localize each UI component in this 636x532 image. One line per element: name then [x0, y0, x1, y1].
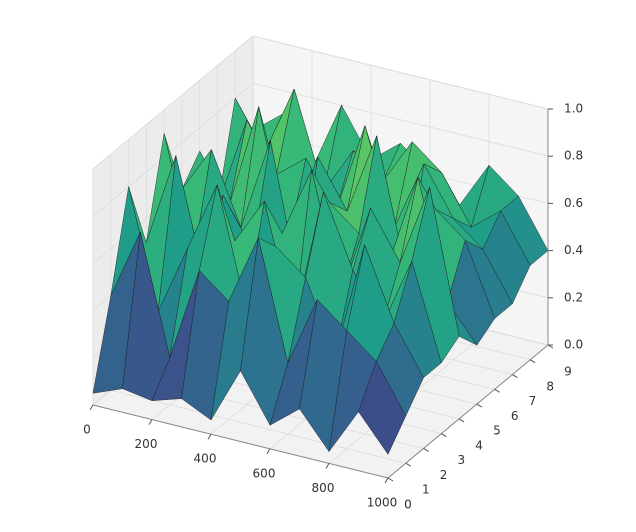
x-tick-label: 600 — [253, 466, 276, 480]
y-tick — [529, 359, 536, 364]
grid-line — [110, 389, 406, 464]
surface-patch — [358, 361, 406, 455]
y-tick — [512, 374, 518, 378]
z-tick-label: 0.8 — [564, 149, 583, 163]
y-tick-label: 9 — [564, 365, 572, 379]
z-tick-label: 0.2 — [564, 290, 583, 304]
z-tick-label: 0.0 — [564, 338, 583, 352]
x-tick-label: 800 — [312, 481, 335, 495]
x-tick-label: 0 — [83, 423, 91, 437]
grid-line — [92, 82, 254, 217]
grid-line — [252, 82, 549, 157]
z-tick-label: 1.0 — [564, 102, 583, 116]
y-tick-label: 6 — [511, 409, 519, 423]
y-tick-label: 4 — [475, 438, 483, 452]
grid-line — [92, 35, 254, 170]
x-tick — [148, 419, 153, 425]
y-tick — [494, 388, 500, 393]
y-tick — [476, 403, 483, 408]
x-tick — [384, 477, 389, 484]
y-tick-label: 8 — [546, 379, 554, 393]
y-tick-label: 3 — [458, 453, 466, 467]
y-tick-label: 5 — [493, 424, 501, 438]
y-tick-label: 1 — [422, 483, 430, 497]
y-tick — [458, 418, 465, 423]
x-tick-label: 200 — [135, 437, 158, 451]
grid-line — [252, 35, 549, 110]
y-tick — [441, 433, 447, 438]
x-tick — [266, 448, 271, 455]
z-tick-label: 0.6 — [564, 196, 583, 210]
x-tick — [89, 404, 94, 411]
y-tick — [423, 448, 429, 452]
x-tick-label: 400 — [194, 452, 217, 466]
x-tick — [325, 463, 330, 469]
x-axis — [92, 404, 389, 479]
y-tick-label: 0 — [404, 498, 412, 512]
y-axis — [387, 344, 549, 479]
y-tick-label: 2 — [440, 468, 448, 482]
y-tick — [405, 462, 412, 467]
z-tick-label: 0.4 — [564, 243, 583, 257]
y-tick — [387, 477, 394, 482]
x-tick — [207, 433, 212, 440]
x-tick-label: 1000 — [367, 496, 398, 510]
y-tick-label: 7 — [529, 394, 537, 408]
